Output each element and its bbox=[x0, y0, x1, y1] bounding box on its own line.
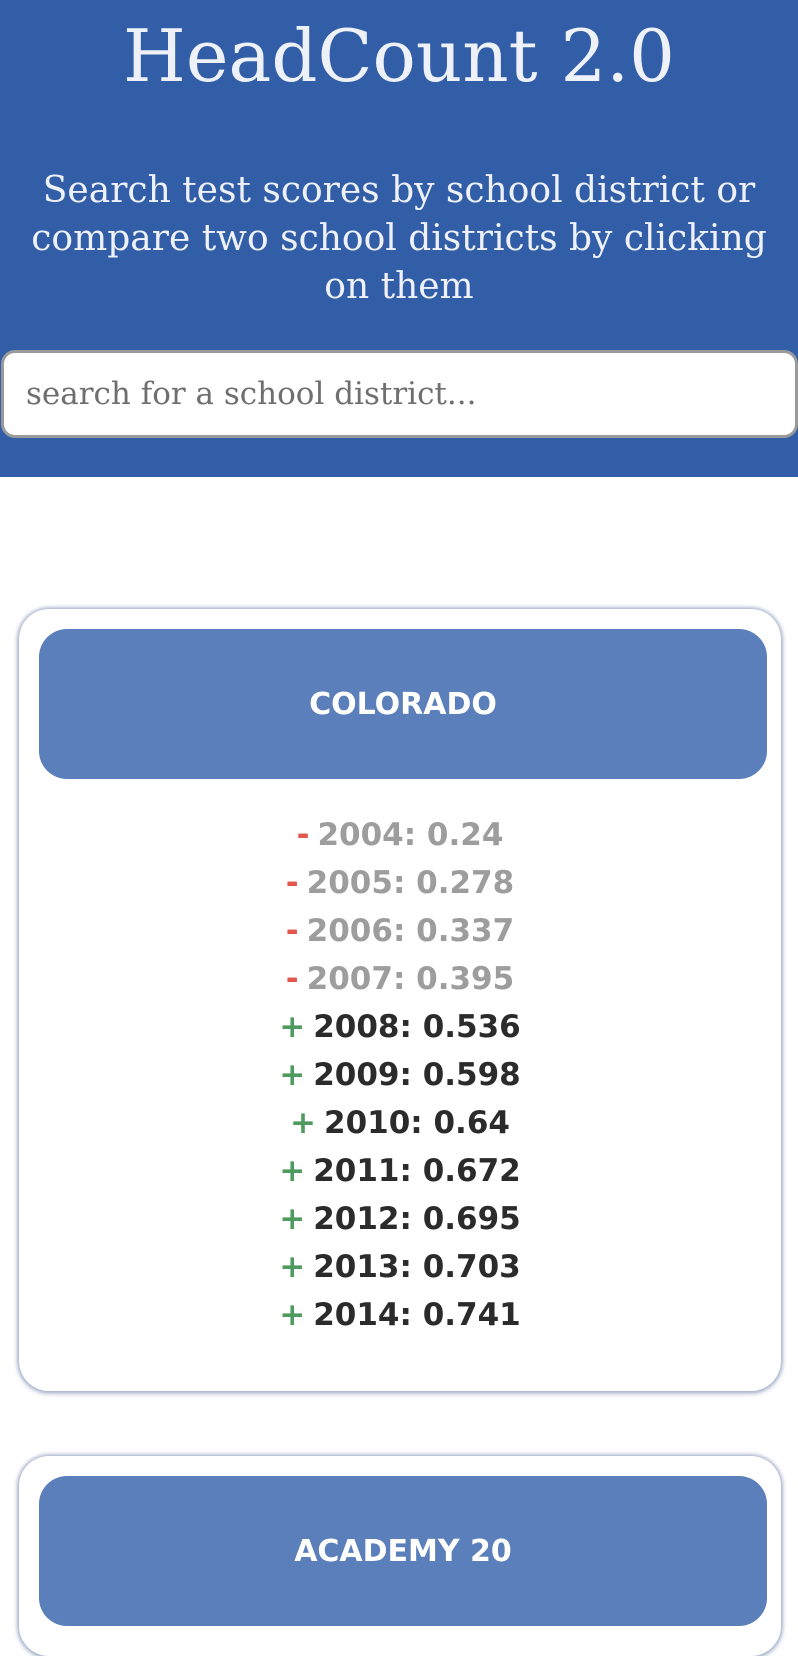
score-text: 2009: 0.598 bbox=[313, 1057, 521, 1093]
score-row: +2009: 0.598 bbox=[19, 1051, 781, 1099]
district-card-title: ACADEMY 20 bbox=[39, 1476, 767, 1626]
score-list: -2004: 0.24 -2005: 0.278 -2006: 0.337 -2… bbox=[19, 811, 781, 1339]
score-text: 2006: 0.337 bbox=[306, 913, 515, 949]
score-row: -2005: 0.278 bbox=[19, 859, 781, 907]
score-sign: - bbox=[285, 913, 299, 949]
district-card-title: COLORADO bbox=[39, 629, 767, 779]
score-sign: - bbox=[296, 817, 310, 853]
district-card-colorado[interactable]: COLORADO -2004: 0.24 -2005: 0.278 -2006:… bbox=[19, 609, 781, 1391]
score-text: 2013: 0.703 bbox=[313, 1249, 521, 1285]
score-sign: + bbox=[279, 1057, 306, 1093]
score-text: 2004: 0.24 bbox=[317, 817, 504, 853]
score-text: 2012: 0.695 bbox=[313, 1201, 521, 1237]
score-row: +2008: 0.536 bbox=[19, 1003, 781, 1051]
score-row: +2010: 0.64 bbox=[19, 1099, 781, 1147]
score-text: 2007: 0.395 bbox=[306, 961, 515, 997]
score-row: +2013: 0.703 bbox=[19, 1243, 781, 1291]
score-row: +2012: 0.695 bbox=[19, 1195, 781, 1243]
score-text: 2008: 0.536 bbox=[313, 1009, 521, 1045]
score-sign: + bbox=[279, 1249, 306, 1285]
score-row: +2014: 0.741 bbox=[19, 1291, 781, 1339]
score-sign: + bbox=[279, 1153, 306, 1189]
score-sign: + bbox=[290, 1105, 316, 1141]
score-text: 2010: 0.64 bbox=[324, 1105, 510, 1141]
search-input[interactable] bbox=[1, 350, 798, 438]
score-sign: + bbox=[279, 1009, 306, 1045]
app-header: HeadCount 2.0 Search test scores by scho… bbox=[0, 0, 798, 477]
score-text: 2014: 0.741 bbox=[313, 1297, 521, 1333]
score-row: -2004: 0.24 bbox=[19, 811, 781, 859]
app-title: HeadCount 2.0 bbox=[123, 14, 675, 98]
score-row: +2011: 0.672 bbox=[19, 1147, 781, 1195]
score-sign: + bbox=[279, 1297, 306, 1333]
score-sign: + bbox=[279, 1201, 306, 1237]
page-subtitle: Search test scores by school district or… bbox=[31, 170, 767, 307]
score-row: -2007: 0.395 bbox=[19, 955, 781, 1003]
score-row: -2006: 0.337 bbox=[19, 907, 781, 955]
district-card-academy-20[interactable]: ACADEMY 20 bbox=[19, 1456, 781, 1656]
score-text: 2011: 0.672 bbox=[313, 1153, 521, 1189]
score-sign: - bbox=[285, 865, 299, 901]
score-text: 2005: 0.278 bbox=[306, 865, 515, 901]
score-sign: - bbox=[285, 961, 299, 997]
